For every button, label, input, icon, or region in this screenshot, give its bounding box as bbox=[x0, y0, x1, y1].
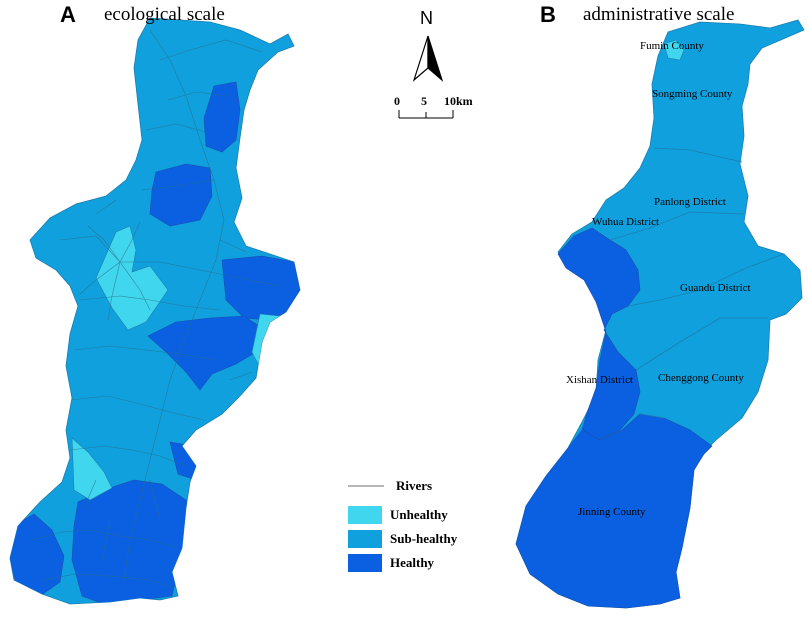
legend-rivers-label: Rivers bbox=[396, 478, 433, 493]
legend-unhealthy-swatch bbox=[348, 506, 382, 524]
unhealthy-region-a-south bbox=[71, 437, 113, 501]
panel-b-map bbox=[515, 19, 805, 609]
district-boundaries bbox=[609, 147, 785, 419]
label-songming-county: Songming County bbox=[652, 88, 733, 100]
label-guandu-district: Guandu District bbox=[680, 282, 751, 294]
scale-bar bbox=[398, 110, 454, 119]
legend-subhealthy-swatch bbox=[348, 530, 382, 548]
legend-unhealthy-label: Unhealthy bbox=[390, 507, 448, 522]
panel-b-title: administrative scale bbox=[583, 4, 735, 25]
healthy-region-a-east bbox=[221, 255, 300, 321]
unhealthy-region-a-center bbox=[95, 225, 169, 331]
label-xishan-district: Xishan District bbox=[566, 374, 633, 386]
scale-tick-0: 0 bbox=[394, 94, 400, 108]
north-arrow bbox=[412, 35, 444, 82]
scale-tick-5: 5 bbox=[421, 94, 427, 108]
panel-a-title: ecological scale bbox=[104, 4, 225, 25]
scale-tick-10: 10km bbox=[444, 94, 473, 108]
healthy-region-a-southwest bbox=[10, 513, 65, 597]
healthy-region-a-north bbox=[203, 81, 241, 153]
label-panlong-district: Panlong District bbox=[654, 196, 726, 208]
label-chenggong-county: Chenggong County bbox=[658, 372, 744, 384]
panel-a-letter: A bbox=[60, 2, 76, 27]
district-fumin bbox=[663, 39, 685, 61]
label-fumin-county: Fumin County bbox=[640, 40, 704, 52]
panel-a-map bbox=[9, 17, 301, 605]
legend-healthy-swatch bbox=[348, 554, 382, 572]
label-wuhua-district: Wuhua District bbox=[592, 216, 660, 228]
north-label: N bbox=[420, 8, 433, 28]
panel-b-letter: B bbox=[540, 2, 556, 27]
legend bbox=[348, 485, 384, 572]
district-xishan bbox=[557, 227, 641, 441]
legend-healthy-label: Healthy bbox=[390, 555, 435, 570]
legend-subhealthy-label: Sub-healthy bbox=[390, 531, 458, 546]
label-jinning-county: Jinning County bbox=[578, 506, 646, 518]
healthy-region-a-upper bbox=[149, 163, 213, 227]
healthy-region-a-middle bbox=[147, 315, 263, 391]
